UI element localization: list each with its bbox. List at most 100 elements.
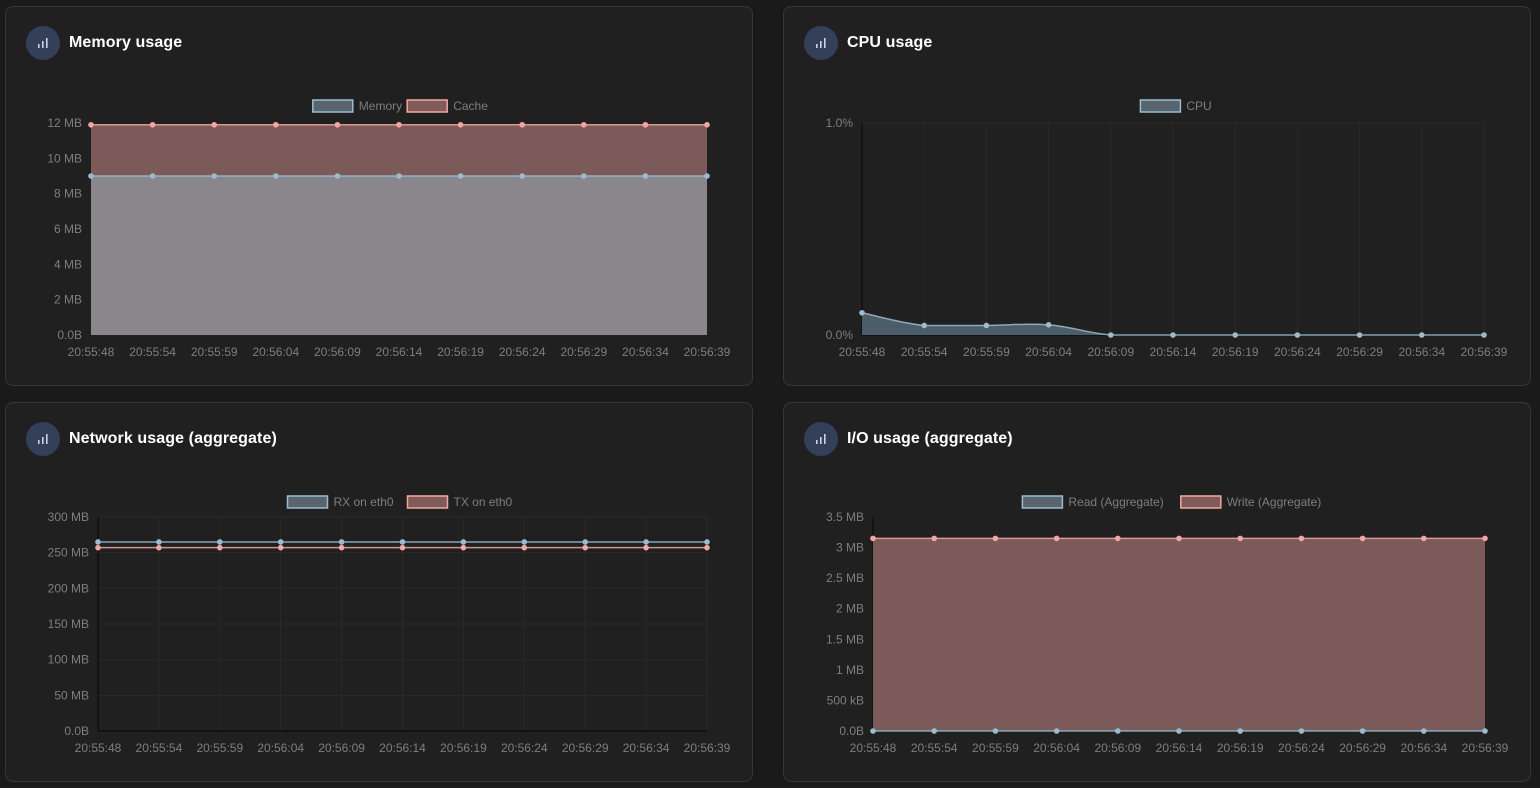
data-point[interactable] [921,322,927,329]
data-point[interactable] [1045,322,1052,328]
data-point[interactable] [334,121,341,128]
y-tick-label: 4 MB [54,257,82,271]
legend-item-tx-on-eth0[interactable]: TX on eth0 [406,495,513,509]
data-point[interactable] [643,539,649,545]
data-point[interactable] [1298,728,1305,734]
x-tick-label: 20:56:09 [314,345,361,359]
data-point[interactable] [1115,535,1121,542]
data-point[interactable] [88,173,94,179]
x-tick-label: 20:56:14 [379,741,426,755]
data-point[interactable] [1419,332,1425,338]
data-point[interactable] [1482,728,1488,734]
data-point[interactable] [581,121,587,128]
data-point[interactable] [704,544,710,551]
data-point[interactable] [149,121,156,128]
data-point[interactable] [870,728,876,734]
data-point[interactable] [1421,728,1427,734]
data-point[interactable] [581,173,587,179]
data-point[interactable] [95,544,101,551]
legend-item-read-aggregate-[interactable]: Read (Aggregate) [1021,495,1164,509]
y-tick-label: 12 MB [47,116,82,130]
data-point[interactable] [460,539,467,545]
data-point[interactable] [1359,535,1366,542]
data-point[interactable] [582,539,588,545]
x-tick-label: 20:55:54 [911,741,958,755]
bar-chart-icon [804,26,838,60]
legend-item-write-aggregate-[interactable]: Write (Aggregate) [1180,495,1321,509]
data-point[interactable] [1232,332,1238,338]
data-point[interactable] [704,173,710,179]
data-point[interactable] [88,121,94,128]
data-point[interactable] [519,121,525,128]
data-point[interactable] [211,173,217,179]
data-point[interactable] [1237,728,1243,734]
data-point[interactable] [457,121,464,128]
series-area-write-aggregate- [873,538,1485,731]
data-point[interactable] [859,309,865,316]
data-point[interactable] [277,544,284,551]
data-point[interactable] [983,322,990,329]
data-point[interactable] [704,121,710,128]
legend-item-cache[interactable]: Cache [406,99,488,113]
data-point[interactable] [217,539,223,545]
data-point[interactable] [399,544,406,551]
data-point[interactable] [156,539,162,545]
data-point[interactable] [1294,332,1301,338]
data-point[interactable] [457,173,464,179]
data-point[interactable] [931,535,937,542]
series-area-memory [91,176,707,335]
data-point[interactable] [149,173,156,179]
data-point[interactable] [95,539,101,545]
data-point[interactable] [1481,332,1487,338]
data-point[interactable] [642,173,649,179]
data-point[interactable] [156,544,162,551]
data-point[interactable] [1356,332,1363,338]
data-point[interactable] [273,173,279,179]
data-point[interactable] [992,728,999,734]
data-point[interactable] [399,539,406,545]
data-point[interactable] [521,544,528,551]
y-tick-label: 10 MB [47,151,82,165]
panel-title: CPU usage [847,34,933,51]
data-point[interactable] [704,539,710,545]
data-point[interactable] [1053,728,1060,734]
data-point[interactable] [1237,535,1243,542]
data-point[interactable] [1115,728,1121,734]
legend-item-cpu[interactable]: CPU [1139,99,1212,113]
data-point[interactable] [338,539,345,545]
y-tick-label: 50 MB [54,688,89,702]
data-point[interactable] [1176,535,1182,542]
data-point[interactable] [1053,535,1060,542]
legend-item-rx-on-eth0[interactable]: RX on eth0 [286,495,394,509]
data-point[interactable] [211,121,217,128]
y-tick-label: 2 MB [54,293,82,307]
data-point[interactable] [1482,535,1488,542]
data-point[interactable] [870,535,876,542]
data-point[interactable] [1170,332,1176,338]
legend-item-memory[interactable]: Memory [312,99,402,113]
data-point[interactable] [1421,535,1427,542]
data-point[interactable] [519,173,525,179]
data-point[interactable] [1176,728,1182,734]
data-point[interactable] [582,544,588,551]
data-point[interactable] [460,544,467,551]
data-point[interactable] [338,544,345,551]
data-point[interactable] [396,121,402,128]
data-point[interactable] [643,544,649,551]
data-point[interactable] [334,173,341,179]
data-point[interactable] [931,728,937,734]
data-point[interactable] [992,535,999,542]
x-tick-label: 20:56:09 [318,741,365,755]
y-tick-label: 0.0B [57,328,82,342]
panel-header: CPU usage [804,26,932,60]
data-point[interactable] [396,173,402,179]
data-point[interactable] [217,544,223,551]
data-point[interactable] [1108,332,1114,338]
data-point[interactable] [1298,535,1305,542]
data-point[interactable] [277,539,284,545]
data-point[interactable] [521,539,528,545]
data-point[interactable] [1359,728,1366,734]
x-tick-label: 20:55:54 [901,345,948,359]
data-point[interactable] [642,121,649,128]
data-point[interactable] [273,121,279,128]
